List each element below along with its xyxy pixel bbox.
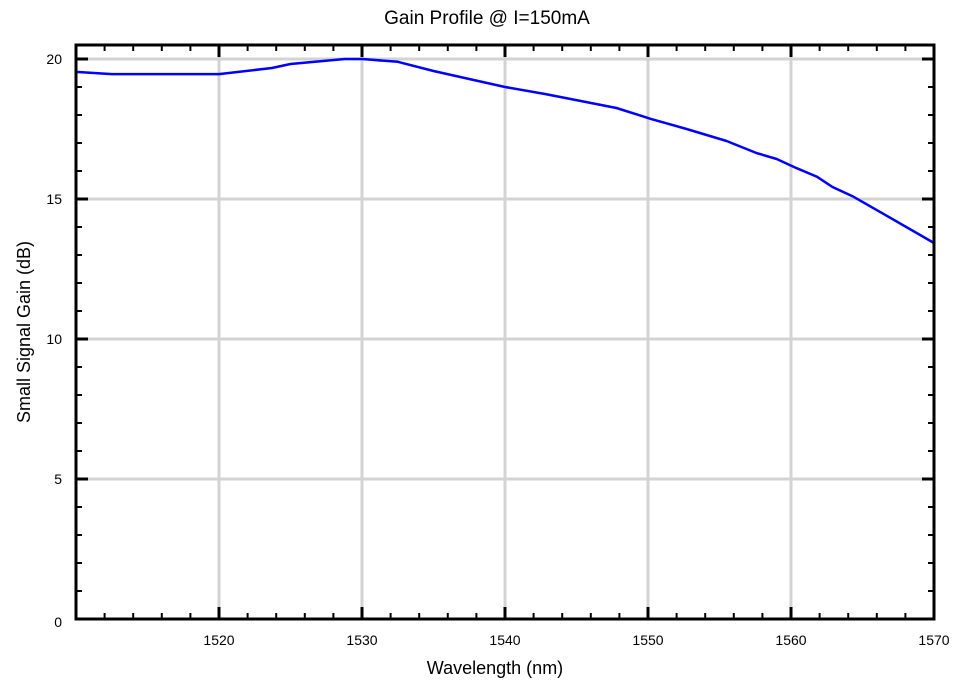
y-tick-label: 20 — [46, 51, 62, 67]
y-tick-label: 5 — [54, 471, 62, 487]
y-axis-label: Small Signal Gain (dB) — [14, 241, 34, 423]
x-tick-label: 1530 — [346, 632, 377, 648]
y-tick-label: 0 — [54, 614, 62, 630]
y-tick-label: 15 — [46, 191, 62, 207]
series-layer — [75, 57, 935, 245]
chart-title: Gain Profile @ I=150mA — [384, 8, 590, 29]
x-tick-label: 1550 — [632, 632, 663, 648]
gain-series-line — [75, 57, 935, 245]
grid — [76, 45, 936, 619]
y-tick-label: 10 — [46, 331, 62, 347]
x-tick-label: 1570 — [918, 632, 949, 648]
x-tick-label: 1540 — [489, 632, 520, 648]
x-axis-label: Wavelength (nm) — [427, 658, 563, 678]
x-tick-label: 1560 — [775, 632, 806, 648]
ticks — [76, 45, 936, 619]
x-tick-label: 1520 — [203, 632, 234, 648]
